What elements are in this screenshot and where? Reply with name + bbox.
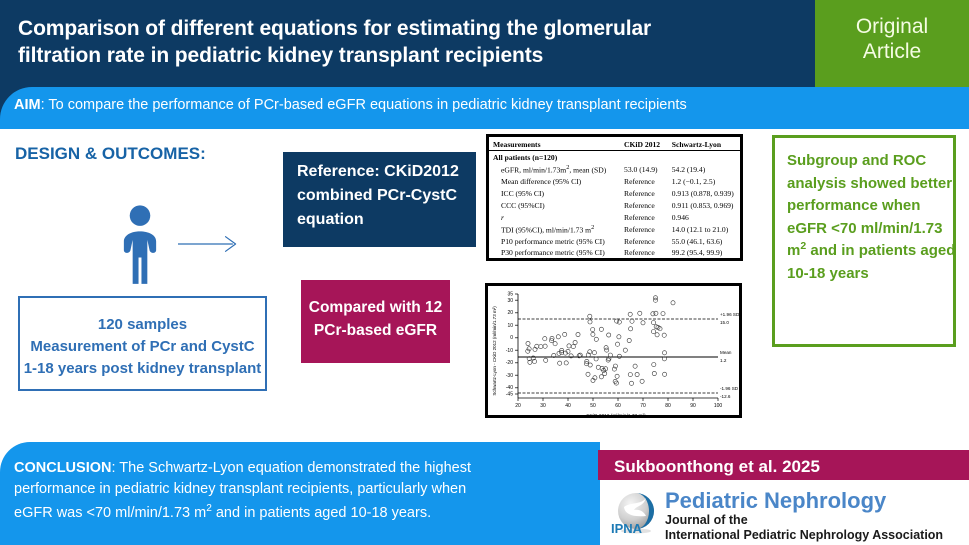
svg-text:15.0: 15.0 [720, 320, 729, 325]
svg-text:Schwartz-Lyon - CKiD 2012 (ml/: Schwartz-Lyon - CKiD 2012 (ml/min/1.73 m… [492, 306, 497, 396]
svg-text:20: 20 [515, 403, 521, 409]
svg-text:-12.6: -12.6 [720, 394, 731, 399]
svg-text:-10: -10 [506, 348, 513, 354]
svg-text:0: 0 [510, 335, 513, 341]
svg-text:-40: -40 [506, 385, 513, 391]
svg-text:90: 90 [690, 403, 696, 409]
svg-text:-1.96 SD: -1.96 SD [720, 386, 739, 391]
svg-text:-45: -45 [506, 392, 513, 398]
svg-text:40: 40 [565, 403, 571, 409]
svg-text:Mean: Mean [720, 350, 732, 355]
svg-text:-30: -30 [506, 373, 513, 379]
svg-text:CKiD 2012 (ml/min/1.73 m²): CKiD 2012 (ml/min/1.73 m²) [586, 413, 646, 418]
svg-text:70: 70 [640, 403, 646, 409]
svg-text:60: 60 [615, 403, 621, 409]
svg-text:30: 30 [540, 403, 546, 409]
svg-text:35: 35 [507, 292, 513, 298]
svg-text:20: 20 [507, 310, 513, 316]
svg-text:-20: -20 [506, 360, 513, 366]
svg-text:1.2: 1.2 [720, 358, 727, 363]
svg-text:30: 30 [507, 298, 513, 304]
svg-text:100: 100 [714, 403, 723, 409]
svg-text:50: 50 [590, 403, 596, 409]
svg-text:+1.96 SD: +1.96 SD [720, 312, 740, 317]
svg-text:80: 80 [665, 403, 671, 409]
svg-text:10: 10 [507, 323, 513, 329]
